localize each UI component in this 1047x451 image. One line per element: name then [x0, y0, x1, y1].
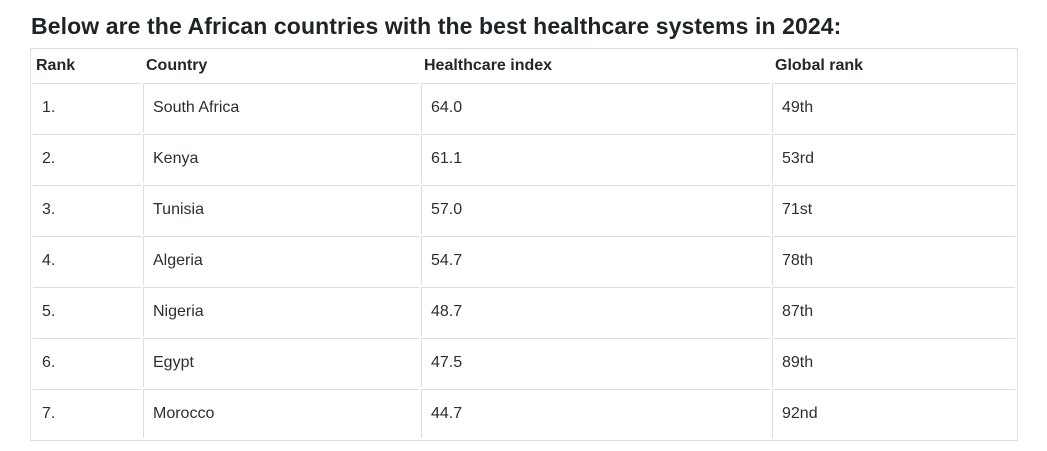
cell-rank: 6.: [33, 338, 141, 387]
cell-country: South Africa: [143, 83, 419, 132]
cell-global-rank: 92nd: [772, 389, 1015, 438]
table-row: 2. Kenya 61.1 53rd: [33, 134, 1015, 183]
cell-healthcare-index: 64.0: [421, 83, 770, 132]
article-page: Below are the African countries with the…: [30, 13, 1018, 441]
cell-global-rank: 89th: [772, 338, 1015, 387]
cell-country: Tunisia: [143, 185, 419, 234]
table-row: 6. Egypt 47.5 89th: [33, 338, 1015, 387]
cell-rank: 3.: [33, 185, 141, 234]
cell-healthcare-index: 47.5: [421, 338, 770, 387]
table-header: Rank Country Healthcare index Global ran…: [33, 51, 1015, 81]
cell-global-rank: 49th: [772, 83, 1015, 132]
cell-rank: 5.: [33, 287, 141, 336]
column-header-country: Country: [146, 57, 208, 74]
cell-healthcare-index: 54.7: [421, 236, 770, 285]
cell-healthcare-index: 48.7: [421, 287, 770, 336]
cell-rank: 7.: [33, 389, 141, 438]
cell-global-rank: 53rd: [772, 134, 1015, 183]
column-header-healthcare-index: Healthcare index: [424, 57, 553, 74]
cell-rank: 4.: [33, 236, 141, 285]
cell-global-rank: 87th: [772, 287, 1015, 336]
cell-country: Nigeria: [143, 287, 419, 336]
cell-healthcare-index: 44.7: [421, 389, 770, 438]
table-row: 4. Algeria 54.7 78th: [33, 236, 1015, 285]
table-body: 1. South Africa 64.0 49th 2. Kenya 61.1 …: [33, 83, 1015, 438]
column-header-global-rank: Global rank: [775, 57, 864, 74]
cell-country: Egypt: [143, 338, 419, 387]
table-row: 3. Tunisia 57.0 71st: [33, 185, 1015, 234]
cell-global-rank: 71st: [772, 185, 1015, 234]
table-row: 7. Morocco 44.7 92nd: [33, 389, 1015, 438]
cell-country: Algeria: [143, 236, 419, 285]
cell-country: Morocco: [143, 389, 419, 438]
cell-country: Kenya: [143, 134, 419, 183]
table-header-row: Rank Country Healthcare index Global ran…: [33, 51, 1015, 81]
cell-healthcare-index: 61.1: [421, 134, 770, 183]
cell-rank: 1.: [33, 83, 141, 132]
cell-rank: 2.: [33, 134, 141, 183]
table-row: 1. South Africa 64.0 49th: [33, 83, 1015, 132]
column-header-rank: Rank: [36, 57, 76, 74]
healthcare-ranking-table: Rank Country Healthcare index Global ran…: [30, 48, 1018, 441]
page-title: Below are the African countries with the…: [31, 13, 842, 39]
cell-global-rank: 78th: [772, 236, 1015, 285]
cell-healthcare-index: 57.0: [421, 185, 770, 234]
table-row: 5. Nigeria 48.7 87th: [33, 287, 1015, 336]
